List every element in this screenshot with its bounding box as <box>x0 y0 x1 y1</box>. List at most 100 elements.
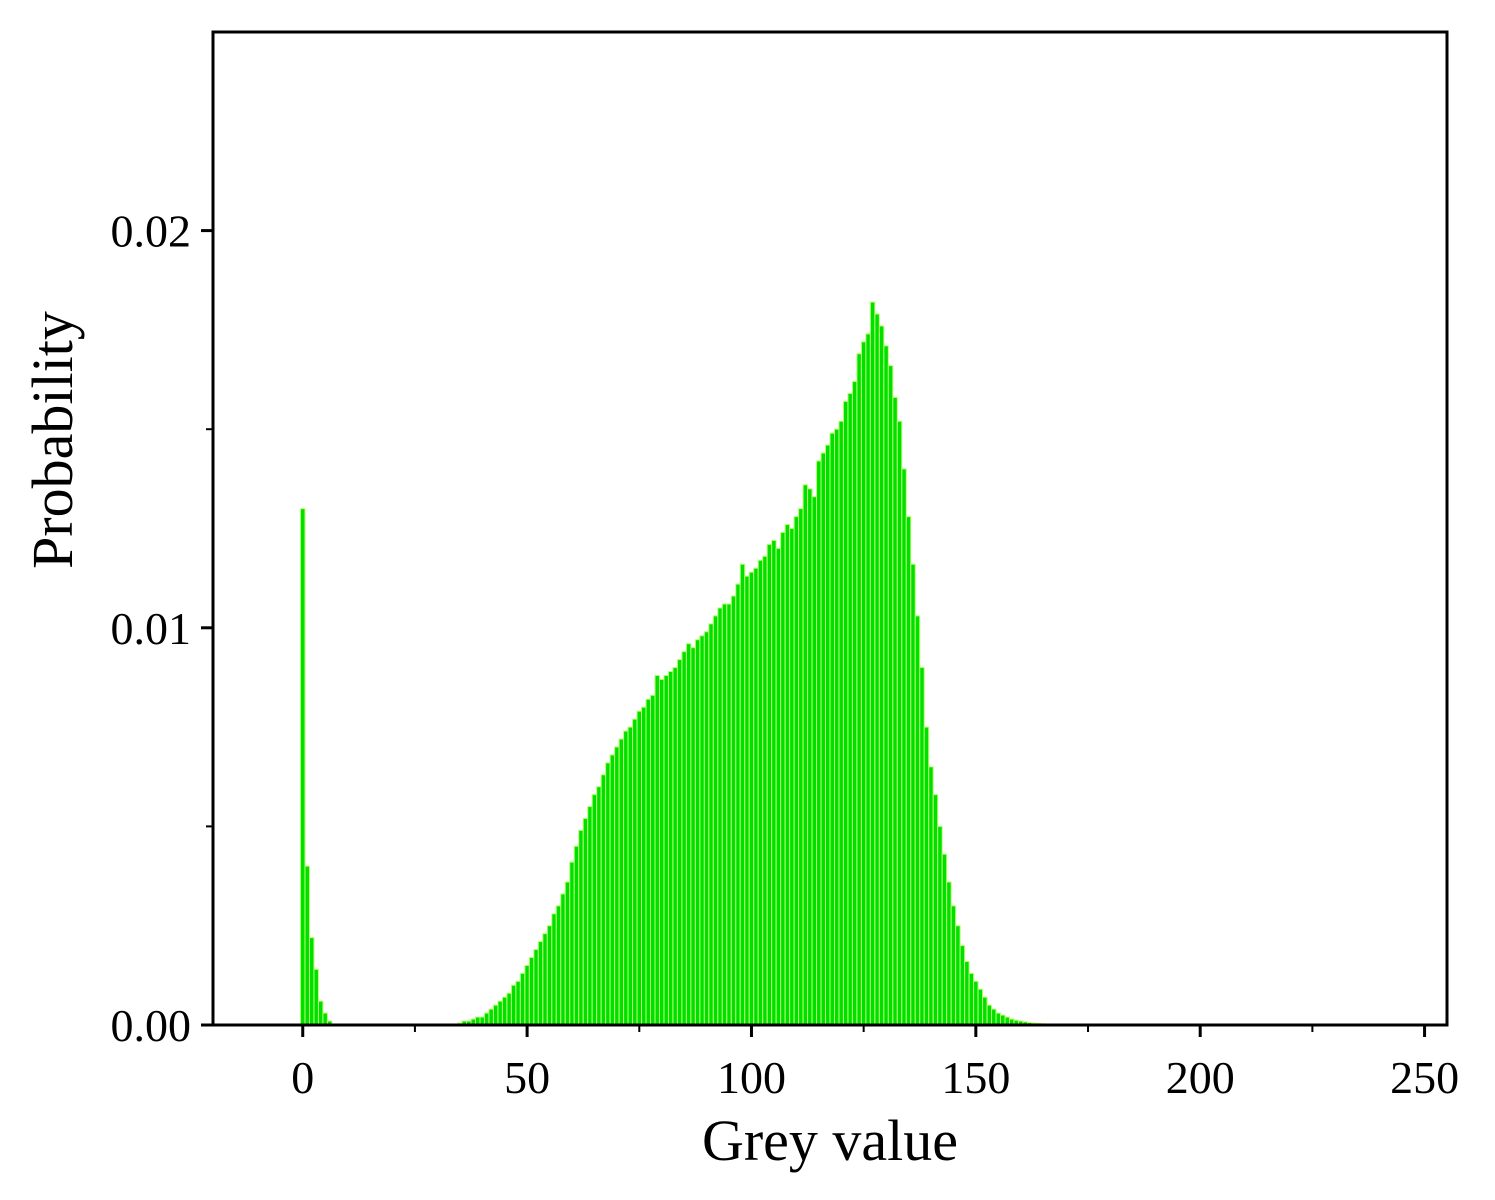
bar <box>847 392 853 1026</box>
bar <box>784 524 791 1026</box>
bar <box>735 583 741 1026</box>
bar <box>605 762 611 1026</box>
x-tick-label: 250 <box>1390 1052 1459 1103</box>
bar <box>914 615 921 1026</box>
bar <box>555 905 562 1026</box>
bar <box>928 766 934 1026</box>
bar <box>528 956 535 1026</box>
bar <box>910 563 916 1026</box>
bar <box>667 670 674 1026</box>
bar <box>986 1004 993 1026</box>
bar <box>313 968 319 1026</box>
bar <box>582 817 589 1026</box>
bar <box>650 694 656 1026</box>
bar <box>551 913 557 1026</box>
bar <box>497 1000 503 1026</box>
bar <box>892 396 898 1026</box>
bar <box>694 639 701 1026</box>
bar <box>968 972 975 1026</box>
bar <box>730 595 737 1026</box>
bar <box>811 496 818 1026</box>
bar <box>995 1012 1002 1026</box>
bar <box>959 945 966 1026</box>
x-tick-label: 50 <box>504 1052 550 1103</box>
bar <box>869 301 876 1026</box>
bar <box>932 794 939 1026</box>
bar <box>623 730 629 1026</box>
bar <box>726 603 732 1026</box>
bar <box>676 659 683 1026</box>
x-tick-label: 200 <box>1166 1052 1235 1103</box>
bar <box>923 726 930 1026</box>
bar <box>842 400 849 1026</box>
bar <box>802 484 809 1026</box>
bar <box>807 488 813 1026</box>
bar <box>600 774 607 1026</box>
bar <box>757 559 764 1026</box>
bar <box>753 567 759 1026</box>
bar <box>569 861 575 1026</box>
bar <box>780 531 786 1026</box>
bar <box>991 1008 997 1026</box>
x-tick-label: 100 <box>717 1052 786 1103</box>
bar <box>973 980 979 1026</box>
bar <box>896 420 903 1026</box>
bar <box>317 1000 324 1026</box>
bar <box>887 365 894 1026</box>
bar <box>690 647 696 1026</box>
bar <box>883 345 889 1026</box>
bar <box>641 706 647 1026</box>
bar <box>712 615 719 1026</box>
bar <box>816 460 822 1026</box>
bar <box>825 444 831 1026</box>
plot-frame <box>211 30 1449 1027</box>
bar <box>851 381 858 1026</box>
bar <box>798 508 804 1026</box>
x-axis-label: Grey value <box>702 1108 958 1173</box>
bar <box>614 746 620 1026</box>
bar <box>564 881 571 1026</box>
bar <box>506 992 512 1026</box>
bar <box>609 754 616 1026</box>
bar <box>950 905 957 1026</box>
bar <box>587 806 593 1026</box>
bar <box>865 333 871 1026</box>
bar <box>483 1012 490 1026</box>
y-axis-label: Probability <box>20 311 85 569</box>
bar <box>946 881 952 1026</box>
bar <box>874 313 880 1026</box>
bar <box>492 1004 499 1026</box>
bar <box>766 543 773 1026</box>
bar <box>721 603 728 1026</box>
bar <box>771 539 777 1026</box>
bar <box>537 941 544 1026</box>
bar <box>762 555 768 1026</box>
bar <box>919 667 925 1026</box>
bar <box>560 893 566 1026</box>
bar <box>685 643 692 1026</box>
bar <box>308 937 315 1026</box>
bar <box>775 547 782 1026</box>
bar <box>596 786 602 1026</box>
bar <box>533 949 539 1026</box>
bar <box>578 829 584 1026</box>
bar <box>820 452 827 1026</box>
bar <box>789 528 795 1026</box>
bars <box>300 301 1055 1026</box>
bar <box>793 516 800 1026</box>
bar <box>856 353 862 1026</box>
x-tick-label: 150 <box>941 1052 1010 1103</box>
bar <box>663 674 669 1026</box>
bar <box>546 925 553 1026</box>
bar <box>941 853 948 1026</box>
bar <box>300 508 306 1026</box>
bar <box>748 571 755 1026</box>
bar <box>322 1012 328 1026</box>
bar <box>982 996 988 1026</box>
bar <box>964 960 970 1026</box>
bar <box>542 933 548 1026</box>
bar <box>304 865 310 1026</box>
bar <box>519 972 526 1026</box>
